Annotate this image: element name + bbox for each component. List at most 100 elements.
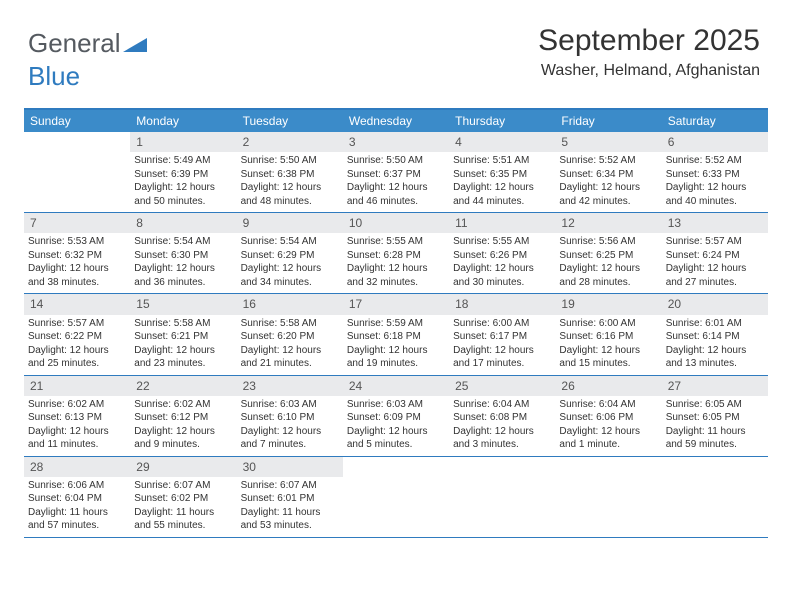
day-cell: 12Sunrise: 5:56 AMSunset: 6:25 PMDayligh… (555, 213, 661, 293)
day-cell: 27Sunrise: 6:05 AMSunset: 6:05 PMDayligh… (662, 376, 768, 456)
sunset-text: Sunset: 6:13 PM (28, 411, 126, 425)
day-content: Sunrise: 6:03 AMSunset: 6:10 PMDaylight:… (237, 396, 343, 456)
day-number: 2 (237, 132, 343, 152)
day-cell: 17Sunrise: 5:59 AMSunset: 6:18 PMDayligh… (343, 294, 449, 374)
sunset-text: Sunset: 6:39 PM (134, 168, 232, 182)
daylight-text: Daylight: 12 hours and 42 minutes. (559, 181, 657, 208)
daylight-text: Daylight: 12 hours and 3 minutes. (453, 425, 551, 452)
daylight-text: Daylight: 12 hours and 34 minutes. (241, 262, 339, 289)
day-content: Sunrise: 5:49 AMSunset: 6:39 PMDaylight:… (130, 152, 236, 212)
sunset-text: Sunset: 6:26 PM (453, 249, 551, 263)
sunrise-text: Sunrise: 5:50 AM (241, 154, 339, 168)
day-cell: 14Sunrise: 5:57 AMSunset: 6:22 PMDayligh… (24, 294, 130, 374)
daylight-text: Daylight: 12 hours and 11 minutes. (28, 425, 126, 452)
day-number: 29 (130, 457, 236, 477)
day-cell (555, 457, 661, 537)
sunset-text: Sunset: 6:37 PM (347, 168, 445, 182)
daylight-text: Daylight: 12 hours and 15 minutes. (559, 344, 657, 371)
day-cell: 7Sunrise: 5:53 AMSunset: 6:32 PMDaylight… (24, 213, 130, 293)
daylight-text: Daylight: 12 hours and 36 minutes. (134, 262, 232, 289)
day-content: Sunrise: 5:57 AMSunset: 6:22 PMDaylight:… (24, 315, 130, 375)
day-cell: 2Sunrise: 5:50 AMSunset: 6:38 PMDaylight… (237, 132, 343, 212)
sunset-text: Sunset: 6:21 PM (134, 330, 232, 344)
day-content: Sunrise: 5:52 AMSunset: 6:34 PMDaylight:… (555, 152, 661, 212)
sunset-text: Sunset: 6:24 PM (666, 249, 764, 263)
logo-text-blue: Blue (28, 61, 80, 91)
logo-triangle-icon (123, 30, 147, 61)
day-number: 17 (343, 294, 449, 314)
weekday-header: Sunday (24, 110, 130, 132)
sunrise-text: Sunrise: 5:53 AM (28, 235, 126, 249)
sunrise-text: Sunrise: 5:58 AM (134, 317, 232, 331)
daylight-text: Daylight: 12 hours and 44 minutes. (453, 181, 551, 208)
sunrise-text: Sunrise: 5:49 AM (134, 154, 232, 168)
day-number: 13 (662, 213, 768, 233)
week-row: 1Sunrise: 5:49 AMSunset: 6:39 PMDaylight… (24, 132, 768, 213)
day-cell (449, 457, 555, 537)
day-number: 4 (449, 132, 555, 152)
sunset-text: Sunset: 6:18 PM (347, 330, 445, 344)
daylight-text: Daylight: 12 hours and 23 minutes. (134, 344, 232, 371)
day-cell: 6Sunrise: 5:52 AMSunset: 6:33 PMDaylight… (662, 132, 768, 212)
sunrise-text: Sunrise: 6:05 AM (666, 398, 764, 412)
day-cell (343, 457, 449, 537)
sunset-text: Sunset: 6:38 PM (241, 168, 339, 182)
day-content: Sunrise: 5:55 AMSunset: 6:26 PMDaylight:… (449, 233, 555, 293)
sunset-text: Sunset: 6:22 PM (28, 330, 126, 344)
day-cell: 11Sunrise: 5:55 AMSunset: 6:26 PMDayligh… (449, 213, 555, 293)
day-content: Sunrise: 5:57 AMSunset: 6:24 PMDaylight:… (662, 233, 768, 293)
sunset-text: Sunset: 6:32 PM (28, 249, 126, 263)
day-content: Sunrise: 5:59 AMSunset: 6:18 PMDaylight:… (343, 315, 449, 375)
daylight-text: Daylight: 12 hours and 7 minutes. (241, 425, 339, 452)
sunset-text: Sunset: 6:14 PM (666, 330, 764, 344)
day-number: 14 (24, 294, 130, 314)
daylight-text: Daylight: 12 hours and 5 minutes. (347, 425, 445, 452)
day-number: 9 (237, 213, 343, 233)
day-number: 26 (555, 376, 661, 396)
day-content: Sunrise: 6:03 AMSunset: 6:09 PMDaylight:… (343, 396, 449, 456)
sunset-text: Sunset: 6:09 PM (347, 411, 445, 425)
day-content: Sunrise: 6:02 AMSunset: 6:12 PMDaylight:… (130, 396, 236, 456)
sunset-text: Sunset: 6:04 PM (28, 492, 126, 506)
weekday-header-row: SundayMondayTuesdayWednesdayThursdayFrid… (24, 110, 768, 132)
day-cell: 1Sunrise: 5:49 AMSunset: 6:39 PMDaylight… (130, 132, 236, 212)
daylight-text: Daylight: 12 hours and 1 minute. (559, 425, 657, 452)
sunset-text: Sunset: 6:29 PM (241, 249, 339, 263)
sunrise-text: Sunrise: 6:04 AM (453, 398, 551, 412)
sunset-text: Sunset: 6:05 PM (666, 411, 764, 425)
day-content: Sunrise: 5:50 AMSunset: 6:38 PMDaylight:… (237, 152, 343, 212)
weekday-header: Wednesday (343, 110, 449, 132)
day-content: Sunrise: 5:53 AMSunset: 6:32 PMDaylight:… (24, 233, 130, 293)
sunset-text: Sunset: 6:10 PM (241, 411, 339, 425)
daylight-text: Daylight: 12 hours and 40 minutes. (666, 181, 764, 208)
daylight-text: Daylight: 12 hours and 21 minutes. (241, 344, 339, 371)
sunrise-text: Sunrise: 6:07 AM (134, 479, 232, 493)
logo: General Blue (28, 28, 147, 92)
day-content: Sunrise: 5:58 AMSunset: 6:20 PMDaylight:… (237, 315, 343, 375)
week-row: 21Sunrise: 6:02 AMSunset: 6:13 PMDayligh… (24, 376, 768, 457)
sunset-text: Sunset: 6:08 PM (453, 411, 551, 425)
daylight-text: Daylight: 11 hours and 53 minutes. (241, 506, 339, 533)
day-number: 28 (24, 457, 130, 477)
daylight-text: Daylight: 12 hours and 17 minutes. (453, 344, 551, 371)
day-number: 20 (662, 294, 768, 314)
day-content: Sunrise: 6:04 AMSunset: 6:08 PMDaylight:… (449, 396, 555, 456)
day-number: 21 (24, 376, 130, 396)
day-cell: 9Sunrise: 5:54 AMSunset: 6:29 PMDaylight… (237, 213, 343, 293)
day-number: 22 (130, 376, 236, 396)
day-cell: 18Sunrise: 6:00 AMSunset: 6:17 PMDayligh… (449, 294, 555, 374)
day-content: Sunrise: 6:04 AMSunset: 6:06 PMDaylight:… (555, 396, 661, 456)
daylight-text: Daylight: 12 hours and 27 minutes. (666, 262, 764, 289)
week-row: 7Sunrise: 5:53 AMSunset: 6:32 PMDaylight… (24, 213, 768, 294)
day-cell: 5Sunrise: 5:52 AMSunset: 6:34 PMDaylight… (555, 132, 661, 212)
sunrise-text: Sunrise: 6:06 AM (28, 479, 126, 493)
header: September 2025 Washer, Helmand, Afghanis… (538, 24, 760, 80)
sunrise-text: Sunrise: 6:00 AM (453, 317, 551, 331)
sunset-text: Sunset: 6:01 PM (241, 492, 339, 506)
sunrise-text: Sunrise: 5:57 AM (666, 235, 764, 249)
sunrise-text: Sunrise: 5:57 AM (28, 317, 126, 331)
daylight-text: Daylight: 12 hours and 28 minutes. (559, 262, 657, 289)
day-content: Sunrise: 5:50 AMSunset: 6:37 PMDaylight:… (343, 152, 449, 212)
day-content: Sunrise: 6:05 AMSunset: 6:05 PMDaylight:… (662, 396, 768, 456)
sunset-text: Sunset: 6:35 PM (453, 168, 551, 182)
